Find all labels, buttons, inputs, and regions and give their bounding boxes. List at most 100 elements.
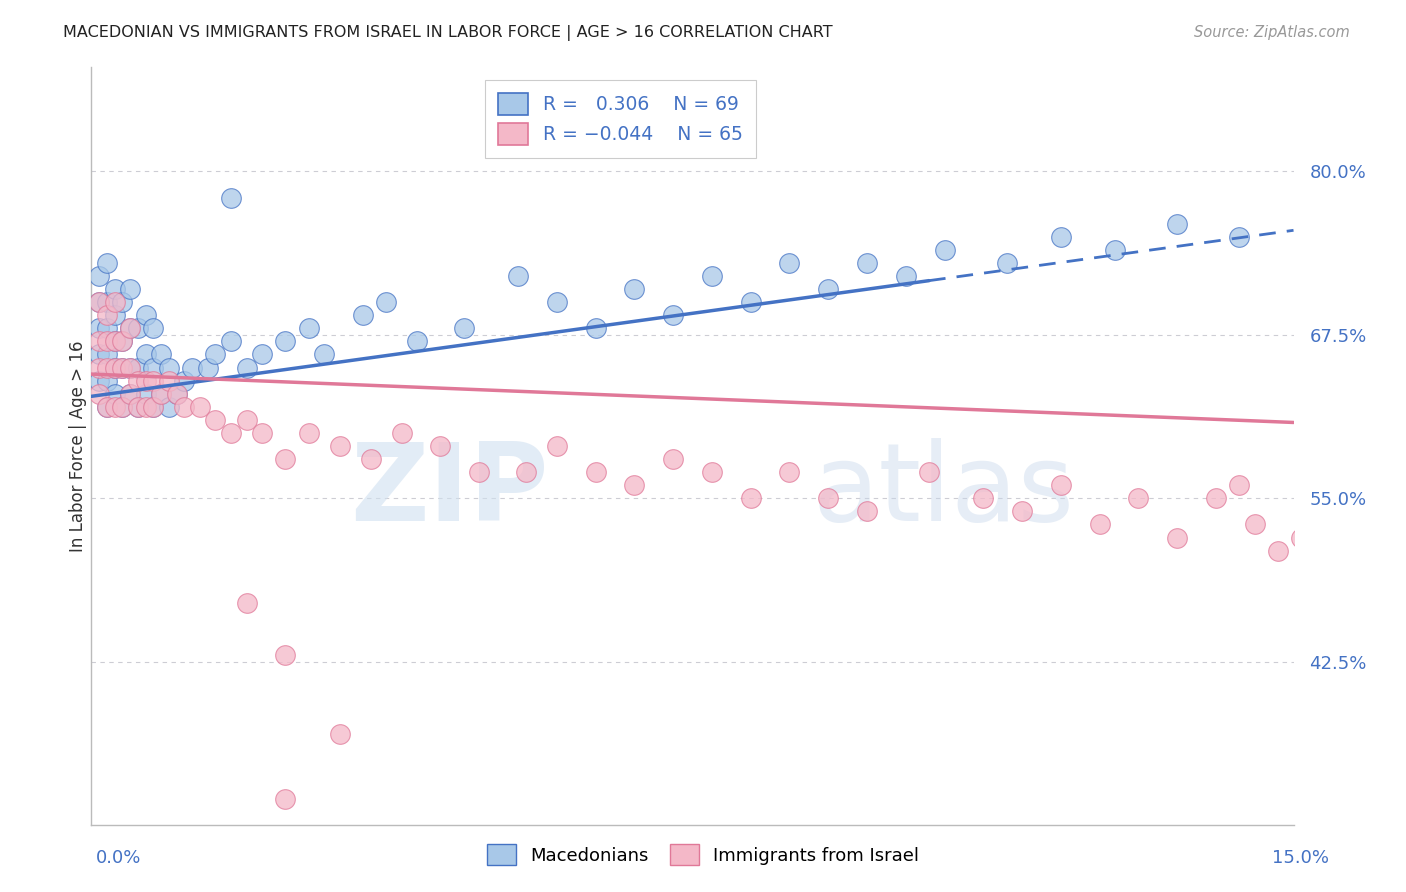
Text: atlas: atlas (813, 439, 1074, 544)
Point (96, 256, 118, 270)
Point (934, 243, 956, 257)
Point (166, 386, 188, 401)
Point (120, 321, 142, 335)
Point (135, 374, 157, 388)
Point (352, 308, 374, 322)
Point (391, 425, 413, 440)
Point (274, 792, 297, 806)
Point (312, 347, 335, 361)
Point (972, 491, 994, 506)
Point (120, 360, 142, 375)
Point (1322, 491, 1344, 506)
Point (1227, 230, 1250, 244)
Point (142, 400, 165, 414)
Point (127, 321, 149, 335)
Point (623, 478, 645, 492)
Point (142, 400, 165, 414)
Point (150, 386, 173, 401)
Point (104, 295, 127, 310)
Point (89, 347, 111, 361)
Point (111, 295, 134, 310)
Point (135, 400, 157, 414)
Point (96, 374, 118, 388)
Point (89, 334, 111, 349)
Point (329, 439, 352, 453)
Point (1088, 517, 1111, 532)
Point (111, 400, 134, 414)
Text: ZIP: ZIP (350, 439, 548, 544)
Point (104, 386, 127, 401)
Point (111, 400, 134, 414)
Point (817, 491, 839, 506)
Point (96, 347, 118, 361)
Point (135, 347, 157, 361)
Point (104, 360, 127, 375)
Point (235, 360, 257, 375)
Point (700, 465, 723, 479)
Point (142, 360, 165, 375)
Point (96, 334, 118, 349)
Point (111, 334, 134, 349)
Point (894, 268, 917, 283)
Point (250, 347, 273, 361)
Point (150, 347, 173, 361)
Point (235, 596, 257, 610)
Point (274, 648, 297, 662)
Point (104, 308, 127, 322)
Point (546, 295, 568, 310)
Point (104, 400, 127, 414)
Point (89, 374, 111, 388)
Text: 15.0%: 15.0% (1271, 849, 1329, 867)
Point (96, 321, 118, 335)
Point (96, 400, 118, 414)
Point (740, 491, 762, 506)
Point (740, 295, 762, 310)
Point (127, 374, 149, 388)
Point (817, 282, 839, 296)
Point (406, 334, 429, 349)
Point (157, 360, 180, 375)
Point (662, 308, 685, 322)
Point (1166, 217, 1188, 231)
Point (1104, 243, 1126, 257)
Point (127, 360, 149, 375)
Point (173, 400, 195, 414)
Point (166, 386, 188, 401)
Point (623, 282, 645, 296)
Point (329, 726, 352, 740)
Point (274, 452, 297, 467)
Point (111, 334, 134, 349)
Point (274, 334, 297, 349)
Point (662, 452, 685, 467)
Legend: R =   0.306    N = 69, R = −0.044    N = 65: R = 0.306 N = 69, R = −0.044 N = 65 (485, 80, 756, 158)
Point (111, 360, 134, 375)
Point (297, 425, 319, 440)
Point (89, 360, 111, 375)
Point (778, 465, 800, 479)
Point (1205, 491, 1227, 506)
Point (1267, 543, 1289, 558)
Point (142, 374, 165, 388)
Point (429, 439, 451, 453)
Point (181, 360, 204, 375)
Text: 0.0%: 0.0% (96, 849, 141, 867)
Point (546, 439, 568, 453)
Point (219, 425, 242, 440)
Point (204, 347, 226, 361)
Point (111, 360, 134, 375)
Point (89, 295, 111, 310)
Point (1306, 504, 1329, 518)
Text: MACEDONIAN VS IMMIGRANTS FROM ISRAEL IN LABOR FORCE | AGE > 16 CORRELATION CHART: MACEDONIAN VS IMMIGRANTS FROM ISRAEL IN … (63, 25, 832, 41)
Point (150, 386, 173, 401)
Point (173, 374, 195, 388)
Point (856, 256, 879, 270)
Point (120, 386, 142, 401)
Point (96, 295, 118, 310)
Point (700, 268, 723, 283)
Point (157, 374, 180, 388)
Point (235, 413, 257, 427)
Point (135, 308, 157, 322)
Point (1050, 230, 1073, 244)
Point (778, 256, 800, 270)
Point (1166, 531, 1188, 545)
